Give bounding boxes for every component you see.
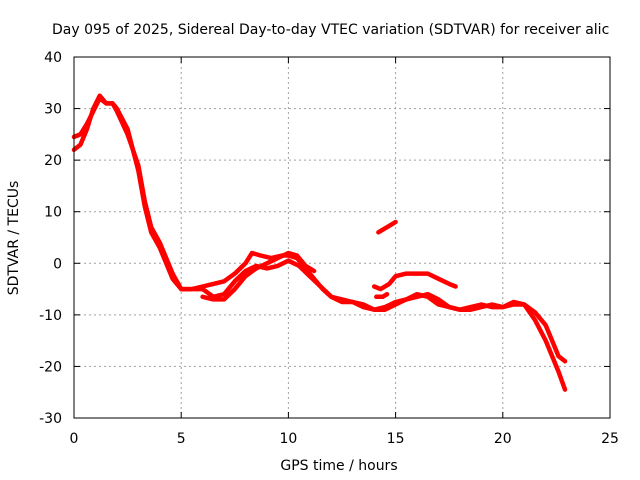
series-track-d [371,271,458,292]
x-tick-label: 10 [279,431,297,447]
x-tick-label: 0 [70,431,79,447]
x-axis-label: GPS time / hours [280,458,397,474]
x-tick-label: 5 [177,431,186,447]
plot-frame [73,56,611,419]
series-track-a [71,93,568,364]
y-tick-label: 10 [44,205,62,221]
y-axis-label: SDTVAR / TECUs [6,181,22,296]
grid [74,57,610,418]
x-tick-label: 15 [387,431,405,447]
axis-ticks: 0 5 10 15 20 25 -30 -20 -10 0 10 20 30 40 [39,50,619,447]
series-track-e [374,291,390,300]
series-track-b [71,96,568,392]
y-tick-label: 0 [53,256,62,272]
chart-title: Day 095 of 2025, Sidereal Day-to-day VTE… [52,22,609,38]
y-tick-label: -30 [39,411,62,427]
series-track-c [200,250,317,302]
y-tick-label: 30 [44,102,62,118]
series-track-f [376,219,398,235]
y-tick-label: 40 [44,50,62,66]
series-group [71,93,568,392]
y-tick-label: 20 [44,153,62,169]
y-tick-label: -10 [39,308,62,324]
x-tick-label: 20 [494,431,512,447]
x-tick-label: 25 [601,431,619,447]
y-tick-label: -20 [39,359,62,375]
